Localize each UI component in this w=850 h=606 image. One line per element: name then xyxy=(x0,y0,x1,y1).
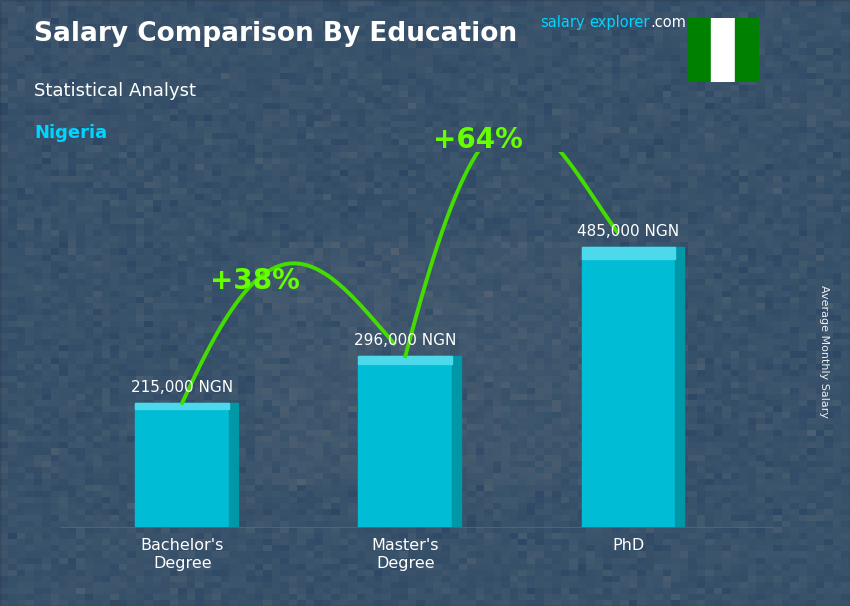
Text: explorer: explorer xyxy=(589,15,649,30)
Text: Average Monthly Salary: Average Monthly Salary xyxy=(819,285,829,418)
Bar xyxy=(229,403,238,527)
Bar xyxy=(359,356,452,527)
Text: Statistical Analyst: Statistical Analyst xyxy=(34,82,196,100)
Bar xyxy=(452,356,461,527)
Bar xyxy=(581,247,675,527)
Bar xyxy=(735,18,759,82)
Bar xyxy=(711,18,735,82)
Text: 296,000 NGN: 296,000 NGN xyxy=(354,333,456,348)
Bar xyxy=(135,403,229,527)
Text: .com: .com xyxy=(650,15,686,30)
Bar xyxy=(135,403,229,408)
Text: 215,000 NGN: 215,000 NGN xyxy=(131,380,233,395)
Text: +38%: +38% xyxy=(210,267,300,295)
Text: Salary Comparison By Education: Salary Comparison By Education xyxy=(34,21,517,47)
Text: Nigeria: Nigeria xyxy=(34,124,107,142)
Bar xyxy=(675,247,684,527)
Text: salary: salary xyxy=(540,15,584,30)
Text: +64%: +64% xyxy=(433,126,523,155)
Text: 485,000 NGN: 485,000 NGN xyxy=(577,224,679,239)
Bar xyxy=(687,18,711,82)
Bar xyxy=(359,356,452,364)
Bar xyxy=(581,247,675,259)
